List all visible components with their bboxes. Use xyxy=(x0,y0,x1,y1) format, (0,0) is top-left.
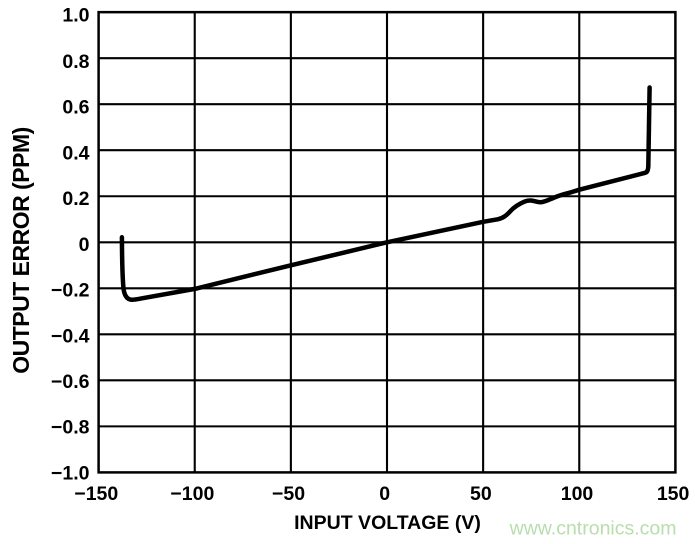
svg-text:0.2: 0.2 xyxy=(62,188,89,210)
svg-text:−50: −50 xyxy=(272,483,305,505)
svg-text:OUTPUT ERROR (PPM): OUTPUT ERROR (PPM) xyxy=(8,127,34,374)
svg-text:−100: −100 xyxy=(170,483,214,505)
svg-text:0: 0 xyxy=(79,234,90,256)
svg-text:100: 100 xyxy=(561,483,594,505)
svg-text:−1.0: −1.0 xyxy=(51,463,90,485)
svg-text:−0.6: −0.6 xyxy=(51,371,90,393)
svg-text:−0.4: −0.4 xyxy=(51,325,90,347)
svg-text:−150: −150 xyxy=(74,483,118,505)
svg-text:150: 150 xyxy=(657,483,690,505)
svg-text:0: 0 xyxy=(379,483,390,505)
svg-text:0.8: 0.8 xyxy=(62,51,89,73)
svg-text:0.4: 0.4 xyxy=(62,142,89,164)
svg-text:INPUT VOLTAGE (V): INPUT VOLTAGE (V) xyxy=(294,512,481,534)
svg-text:www.cntronics.com: www.cntronics.com xyxy=(509,518,677,540)
svg-text:1.0: 1.0 xyxy=(62,4,89,26)
svg-text:0.6: 0.6 xyxy=(62,97,89,119)
svg-text:−0.2: −0.2 xyxy=(51,280,90,302)
svg-text:50: 50 xyxy=(470,483,492,505)
svg-text:−0.8: −0.8 xyxy=(51,417,90,439)
